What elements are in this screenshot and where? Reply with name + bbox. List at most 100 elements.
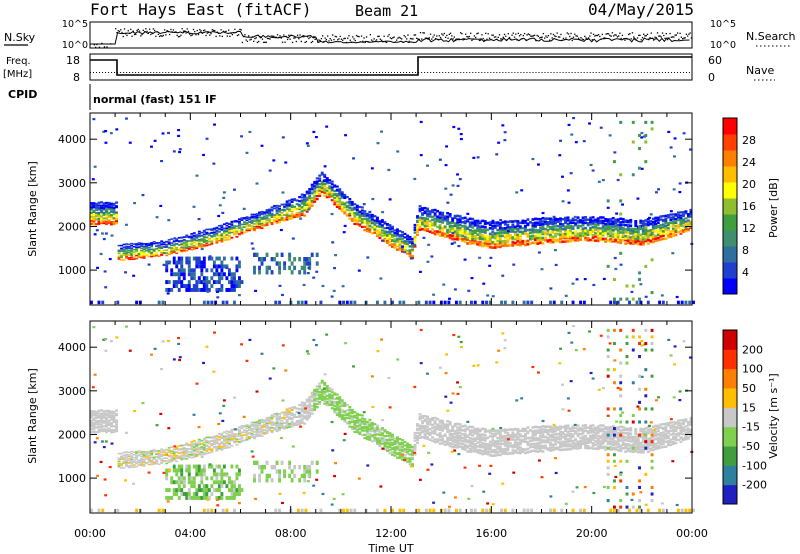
data-cell [521, 450, 525, 453]
data-cell [576, 216, 580, 219]
data-cell [230, 220, 234, 223]
data-cell [358, 205, 362, 209]
data-cell [551, 218, 555, 221]
data-cell [338, 398, 342, 401]
nsky-point [670, 36, 672, 38]
power-colorbar-label: Power [dB] [767, 178, 780, 238]
data-cell [574, 239, 578, 242]
data-cell [172, 244, 176, 247]
data-cell [225, 287, 229, 292]
data-cell [130, 452, 134, 455]
nave-point [493, 72, 495, 73]
nsky-point [564, 38, 566, 41]
nsky-point [290, 34, 292, 36]
data-cell [230, 435, 234, 438]
data-cell [428, 300, 432, 305]
data-cell [483, 445, 487, 448]
data-cell [112, 418, 116, 422]
data-cell [112, 208, 116, 212]
data-cell [227, 433, 231, 436]
data-cell [298, 195, 302, 199]
data-cell [192, 241, 196, 243]
nsky-point [546, 36, 548, 38]
data-cell [431, 416, 435, 420]
data-cell [458, 226, 462, 230]
data-cell [488, 431, 492, 435]
data-cell [461, 224, 465, 228]
data-cell [646, 229, 650, 233]
data-cell [393, 437, 397, 440]
nsky-point [459, 32, 462, 34]
data-cell [544, 227, 547, 231]
data-cell [275, 214, 279, 216]
data-cell [641, 222, 645, 226]
data-cell [332, 289, 336, 292]
data-cell [335, 413, 339, 416]
data-cell [298, 215, 302, 218]
data-cell [506, 236, 510, 240]
data-cell [258, 216, 261, 219]
data-cell [606, 264, 610, 268]
data-cell [358, 223, 362, 226]
data-cell [340, 399, 344, 402]
data-cell [483, 231, 487, 234]
data-cell [380, 428, 384, 432]
data-cell [396, 456, 399, 459]
nave-point [664, 72, 666, 73]
data-cell [403, 251, 407, 254]
data-cell [315, 392, 319, 396]
data-cell [300, 401, 304, 404]
data-cell [165, 287, 169, 292]
nave-point [288, 72, 290, 73]
data-cell [303, 207, 307, 210]
data-cell [551, 235, 555, 239]
data-cell [584, 229, 588, 233]
data-cell [232, 440, 236, 443]
nsky-point [352, 36, 354, 38]
data-cell [167, 219, 171, 222]
data-cell [473, 234, 477, 238]
data-cell [253, 431, 256, 433]
nave-point [679, 72, 681, 73]
data-cell [639, 283, 643, 286]
data-cell [268, 427, 271, 430]
data-cell [165, 460, 169, 462]
data-cell [130, 250, 134, 253]
data-cell [446, 232, 450, 235]
data-cell [363, 422, 367, 425]
nsky-point [508, 36, 511, 39]
data-cell [328, 399, 332, 402]
data-cell [233, 220, 237, 223]
data-cell [180, 448, 184, 451]
data-cell [438, 226, 442, 229]
data-cell [503, 226, 507, 230]
data-cell [105, 213, 108, 216]
data-cell [175, 249, 179, 252]
data-cell [676, 213, 680, 217]
data-cell [541, 238, 545, 242]
data-cell [368, 428, 372, 431]
data-cell [305, 192, 309, 195]
data-cell [413, 453, 417, 456]
data-cell [278, 417, 282, 420]
data-cell [273, 428, 277, 431]
data-cell [197, 448, 201, 451]
data-cell [421, 212, 425, 215]
data-cell [293, 214, 297, 217]
data-cell [586, 229, 590, 232]
data-cell [391, 441, 394, 444]
data-cell [245, 427, 249, 430]
data-cell [581, 216, 585, 219]
data-cell [498, 222, 502, 225]
data-cell [438, 419, 442, 423]
data-cell [290, 418, 294, 421]
data-cell [391, 239, 394, 242]
data-cell [350, 425, 354, 429]
data-cell [396, 240, 399, 243]
data-cell [110, 234, 114, 237]
data-cell [493, 442, 497, 445]
data-cell [127, 455, 131, 458]
data-cell [350, 212, 354, 215]
data-cell [290, 210, 294, 213]
data-cell [165, 249, 169, 252]
